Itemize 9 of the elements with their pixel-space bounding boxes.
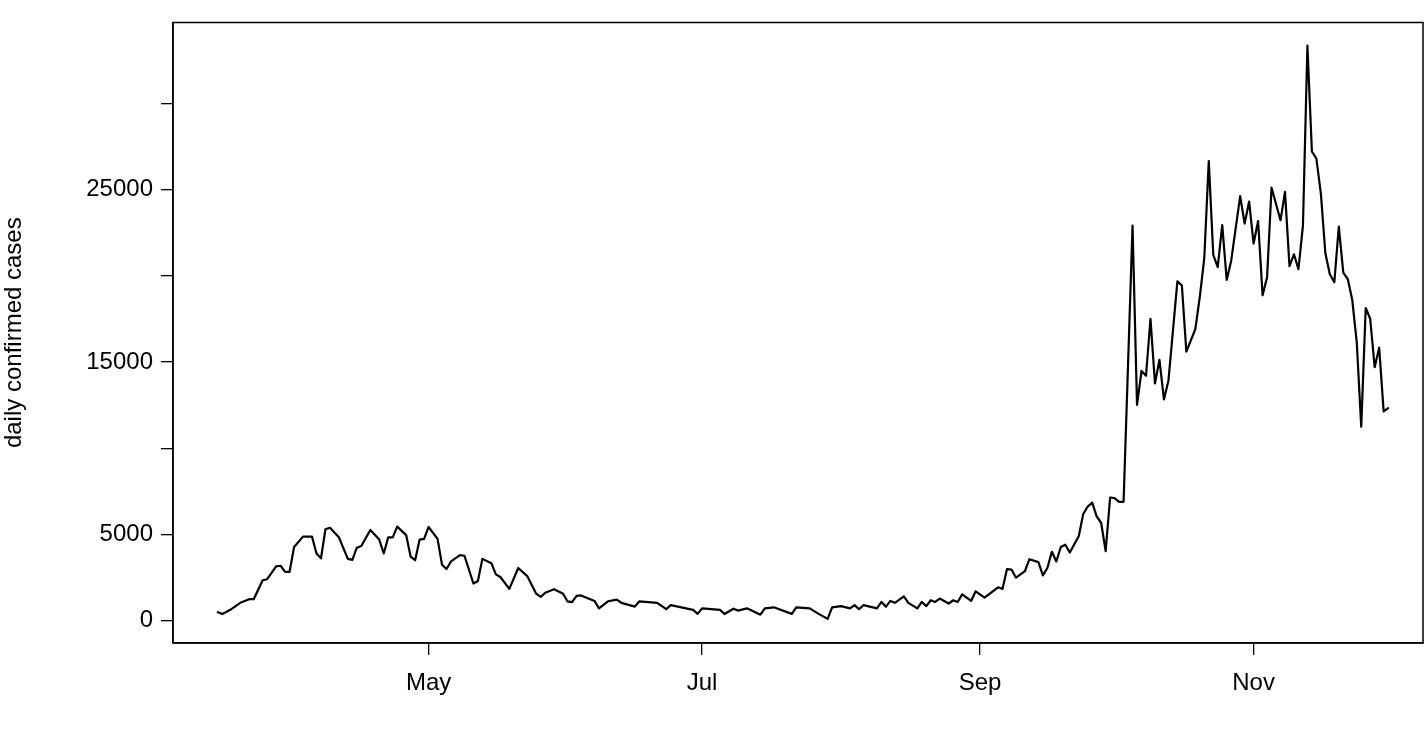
y-tick-label: 25000 xyxy=(86,174,153,202)
y-axis-title: daily confirmed cases xyxy=(0,217,27,449)
x-tick-label: Nov xyxy=(1232,668,1275,696)
y-tick-label: 5000 xyxy=(99,519,153,547)
y-tick-label: 0 xyxy=(139,605,153,633)
x-tick-label: Jul xyxy=(686,668,718,696)
x-tick-label: May xyxy=(405,668,452,696)
x-tick-label: Sep xyxy=(958,668,1002,696)
y-tick-label: 15000 xyxy=(86,346,153,374)
